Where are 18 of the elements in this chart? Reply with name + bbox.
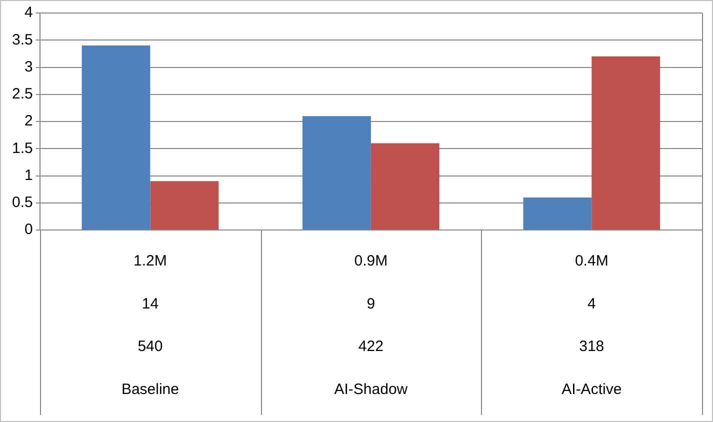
y-tick-label: 3.5: [12, 31, 33, 48]
y-tick-label: 4: [24, 4, 33, 22]
bar: [302, 116, 371, 230]
y-tick-label: 1.5: [12, 140, 33, 157]
y-tick-label: 2: [24, 112, 33, 130]
category-label: 0.9M 9 422 AI-Shadow: [334, 252, 408, 398]
bar: [592, 56, 660, 230]
y-tick-label: 1: [24, 166, 33, 184]
bar: [150, 181, 219, 230]
bar: [82, 46, 150, 230]
y-tick-label: 0: [24, 221, 33, 238]
category-label: 1.2M 14 540 Baseline: [121, 252, 179, 398]
y-tick-label: 0.5: [12, 194, 33, 212]
y-tick-label: 3: [24, 58, 33, 76]
category-label: 0.4M 4 318 AI-Active: [562, 252, 622, 398]
bar: [523, 197, 592, 230]
bar: [370, 143, 440, 230]
y-tick-label: 2.5: [12, 86, 33, 103]
